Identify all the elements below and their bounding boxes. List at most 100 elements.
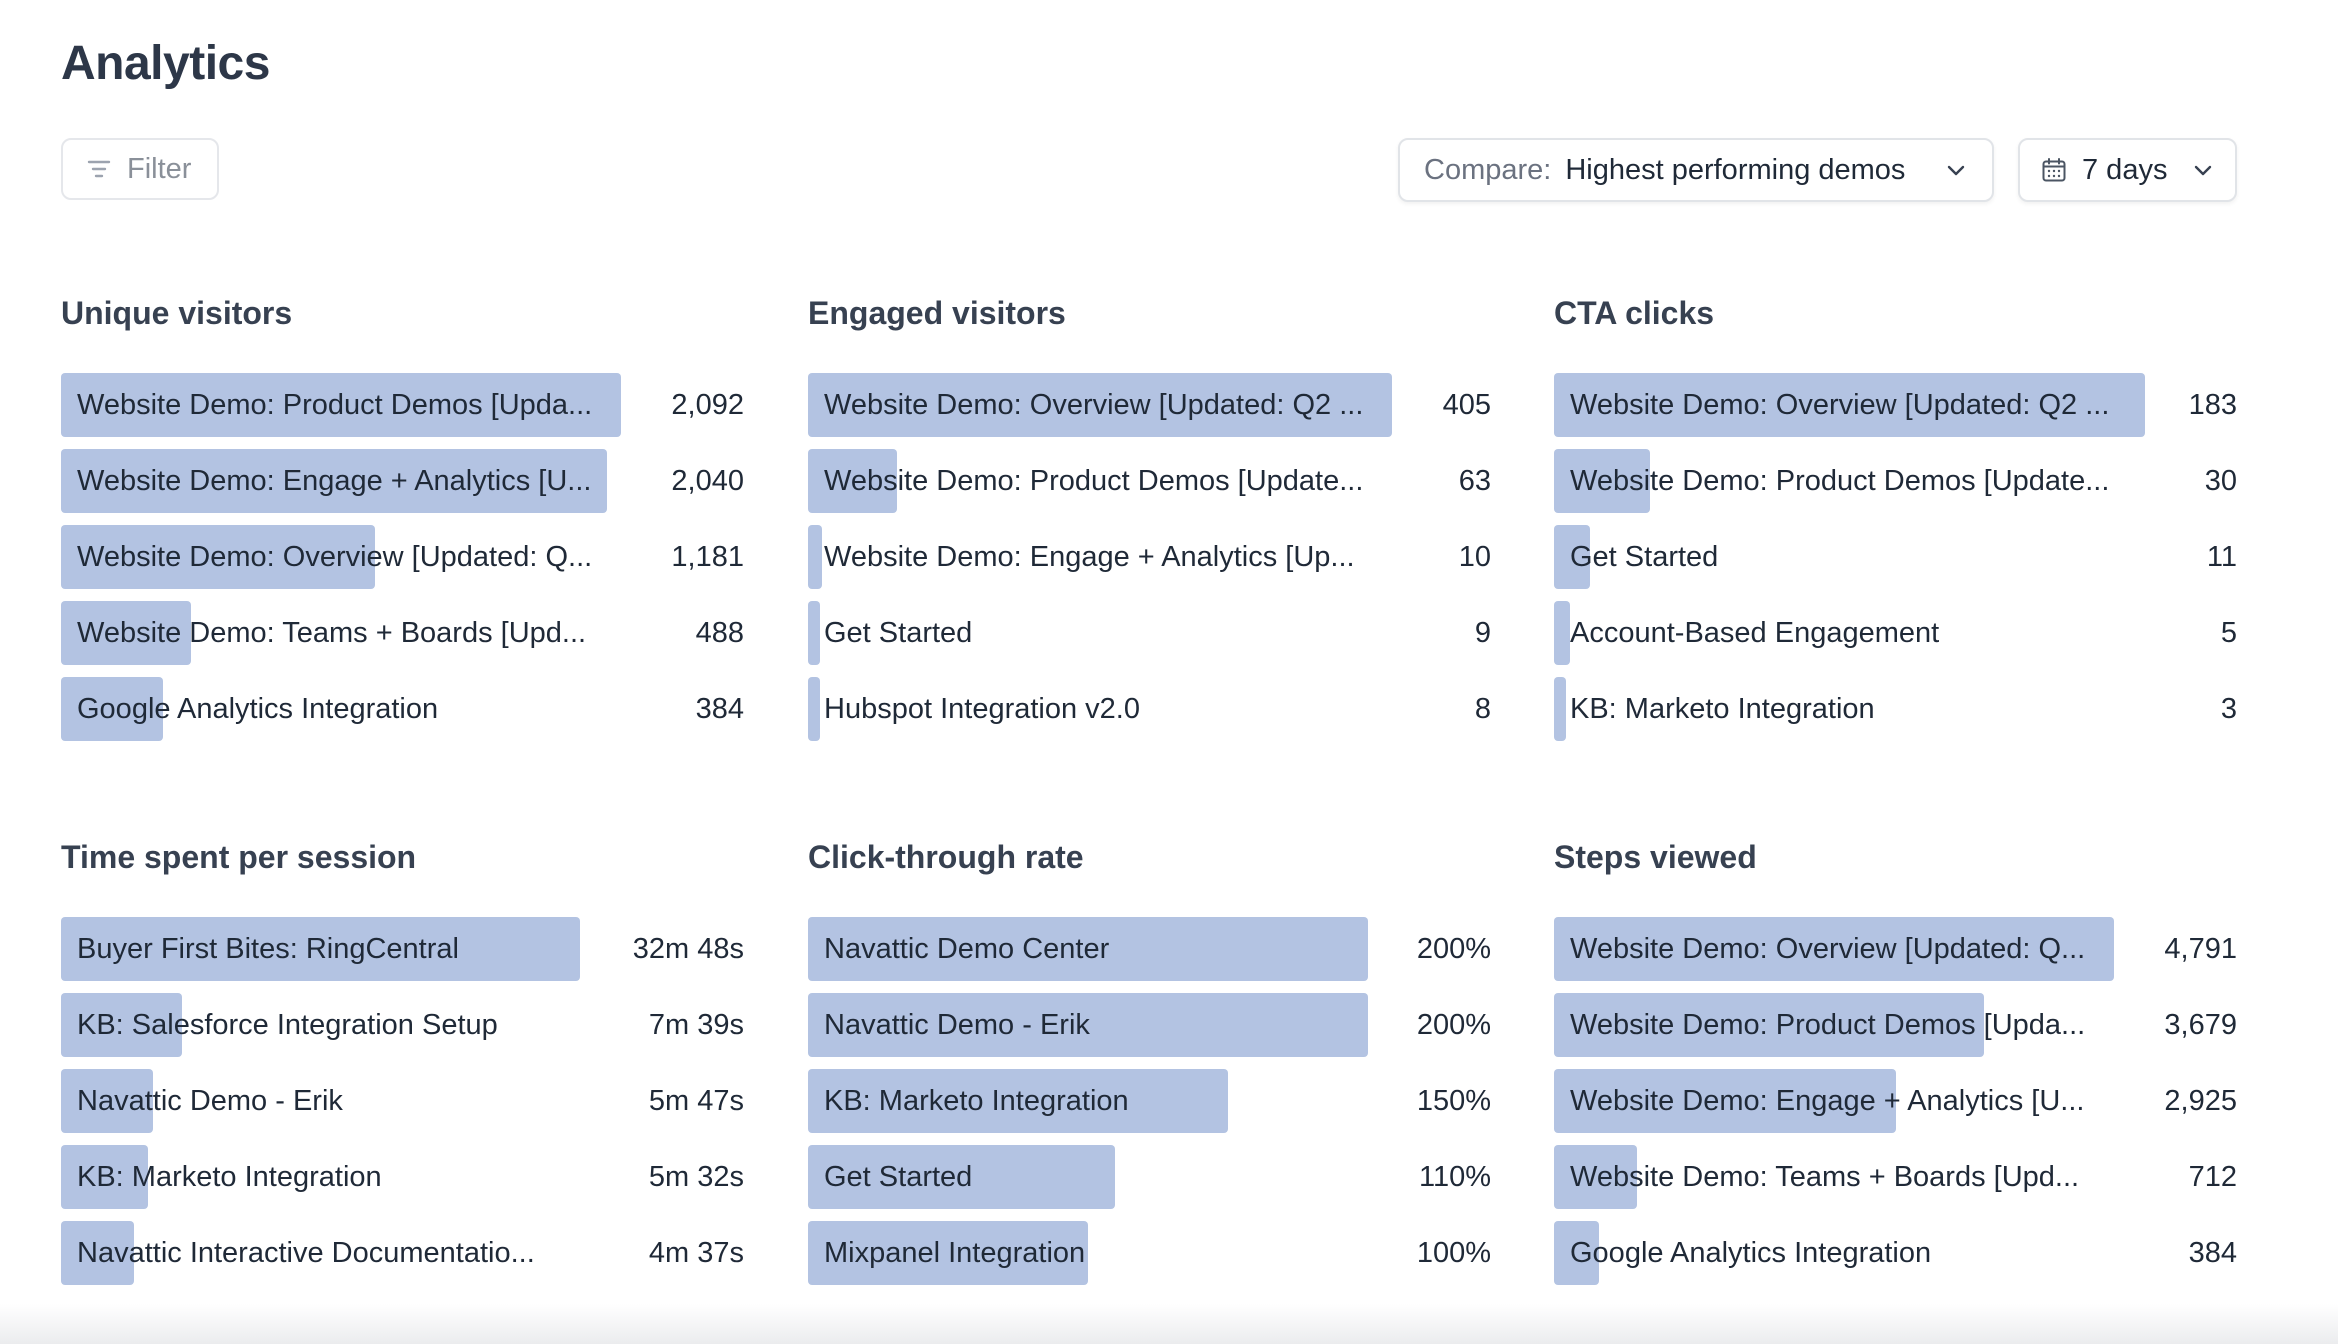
page-title: Analytics bbox=[61, 37, 270, 90]
bar-row[interactable]: Mixpanel Integration 100% bbox=[808, 1221, 1491, 1285]
bar-value: 110% bbox=[1418, 1161, 1491, 1193]
bar-label: Website Demo: Product Demos [Update... bbox=[824, 465, 1364, 497]
bar-row[interactable]: Account-Based Engagement 5 bbox=[1554, 601, 2237, 665]
bar-value: 3 bbox=[2220, 693, 2237, 725]
panel-title: Time spent per session bbox=[61, 839, 417, 875]
bar-label: Hubspot Integration v2.0 bbox=[824, 693, 1140, 725]
bar-row[interactable]: KB: Marketo Integration 3 bbox=[1554, 677, 2237, 741]
bar-row[interactable]: Website Demo: Product Demos [Update... 63 bbox=[808, 449, 1491, 513]
bar-row[interactable]: Website Demo: Overview [Updated: Q2 ... 4… bbox=[808, 373, 1491, 437]
bar-list: Website Demo: Overview [Updated: Q... 4,7… bbox=[1554, 917, 2237, 1297]
bar bbox=[61, 525, 375, 589]
compare-value: Highest performing demos bbox=[1565, 153, 1906, 186]
bar-value: 63 bbox=[1458, 465, 1491, 497]
bar-label: KB: Marketo Integration bbox=[1570, 693, 1875, 725]
bar-row[interactable]: Website Demo: Overview [Updated: Q... 1,1… bbox=[61, 525, 744, 589]
bar-value: 200% bbox=[1416, 933, 1491, 965]
bar bbox=[61, 917, 580, 981]
panel-title: CTA clicks bbox=[1554, 295, 1715, 331]
bar-value: 2,092 bbox=[671, 389, 744, 421]
bar bbox=[1554, 373, 2145, 437]
bar bbox=[1554, 601, 1570, 665]
bar bbox=[808, 1221, 1088, 1285]
bar-list: Website Demo: Overview [Updated: Q2 ... 1… bbox=[1554, 373, 2237, 753]
compare-prefix: Compare: bbox=[1424, 153, 1552, 186]
panel-title: Unique visitors bbox=[61, 295, 293, 331]
bar bbox=[808, 449, 897, 513]
bar-value: 5m 47s bbox=[648, 1085, 744, 1117]
bar-row[interactable]: Get Started 11 bbox=[1554, 525, 2237, 589]
bar-value: 100% bbox=[1416, 1237, 1491, 1269]
scroll-fade bbox=[0, 1304, 2338, 1344]
bar bbox=[61, 1069, 153, 1133]
bar-label: Account-Based Engagement bbox=[1570, 617, 1940, 649]
bar-label: Website Demo: Product Demos [Upda... bbox=[77, 389, 593, 421]
bar-label: Get Started bbox=[1570, 541, 1719, 573]
bar-row[interactable]: Website Demo: Teams + Boards [Upd... 488 bbox=[61, 601, 744, 665]
bar-row[interactable]: Website Demo: Engage + Analytics [U... 2,… bbox=[61, 449, 744, 513]
bar-row[interactable]: Hubspot Integration v2.0 8 bbox=[808, 677, 1491, 741]
date-range-value: 7 days bbox=[2082, 153, 2168, 186]
bar-label: Website Demo: Teams + Boards [Upd... bbox=[77, 617, 587, 649]
bar-row[interactable]: KB: Marketo Integration 5m 32s bbox=[61, 1145, 744, 1209]
bar-row[interactable]: Website Demo: Overview [Updated: Q... 4,7… bbox=[1554, 917, 2237, 981]
date-range-dropdown[interactable]: 7 days bbox=[2018, 138, 2237, 202]
bar bbox=[1554, 917, 2114, 981]
bar-row[interactable]: Google Analytics Integration 384 bbox=[61, 677, 744, 741]
bar bbox=[1554, 1221, 1599, 1285]
bar-value: 8 bbox=[1474, 693, 1491, 725]
bar-row[interactable]: Get Started 9 bbox=[808, 601, 1491, 665]
bar-row[interactable]: Navattic Demo - Erik 5m 47s bbox=[61, 1069, 744, 1133]
bar-row[interactable]: Website Demo: Engage + Analytics [U... 2,… bbox=[1554, 1069, 2237, 1133]
bar-row[interactable]: Navattic Demo Center 200% bbox=[808, 917, 1491, 981]
bar bbox=[61, 449, 607, 513]
bar-row[interactable]: Buyer First Bites: RingCentral 32m 48s bbox=[61, 917, 744, 981]
bar-row[interactable]: Website Demo: Product Demos [Update... 30 bbox=[1554, 449, 2237, 513]
bar-label: Get Started bbox=[824, 1161, 973, 1193]
bar bbox=[61, 1145, 148, 1209]
bar-row[interactable]: Website Demo: Product Demos [Upda... 2,09… bbox=[61, 373, 744, 437]
panel-unique-visitors: Unique visitors Website Demo: Product De… bbox=[61, 293, 744, 741]
bar bbox=[808, 601, 820, 665]
bar-label: Google Analytics Integration bbox=[77, 693, 439, 725]
bar-row[interactable]: Navattic Demo - Erik 200% bbox=[808, 993, 1491, 1057]
bar-row[interactable]: Website Demo: Product Demos [Upda... 3,67… bbox=[1554, 993, 2237, 1057]
bar bbox=[808, 1069, 1228, 1133]
bar-value: 7m 39s bbox=[648, 1009, 744, 1041]
bar-row[interactable]: KB: Salesforce Integration Setup 7m 39s bbox=[61, 993, 744, 1057]
bar bbox=[1554, 677, 1566, 741]
bar-label: KB: Salesforce Integration Setup bbox=[77, 1009, 498, 1041]
bar bbox=[1554, 1069, 1896, 1133]
calendar-icon bbox=[2040, 156, 2068, 184]
bar-row[interactable]: Get Started 110% bbox=[808, 1145, 1491, 1209]
bar-list: Website Demo: Overview [Updated: Q2 ... 4… bbox=[808, 373, 1491, 753]
bar-list: Buyer First Bites: RingCentral 32m 48s KB:… bbox=[61, 917, 744, 1297]
bar-row[interactable]: Google Analytics Integration 384 bbox=[1554, 1221, 2237, 1285]
bar-value: 4,791 bbox=[2164, 933, 2237, 965]
bar-value: 150% bbox=[1416, 1085, 1491, 1117]
bar-value: 5 bbox=[2220, 617, 2237, 649]
panel-title: Engaged visitors bbox=[808, 295, 1066, 331]
bar-value: 200% bbox=[1416, 1009, 1491, 1041]
bar-value: 30 bbox=[2204, 465, 2237, 497]
bar-value: 9 bbox=[1474, 617, 1491, 649]
filter-button[interactable]: Filter bbox=[61, 138, 219, 200]
bar bbox=[808, 993, 1368, 1057]
bar-row[interactable]: Website Demo: Teams + Boards [Upd... 712 bbox=[1554, 1145, 2237, 1209]
bar-row[interactable]: Navattic Interactive Documentatio... 4m 3… bbox=[61, 1221, 744, 1285]
bar-value: 405 bbox=[1442, 389, 1491, 421]
panel-time-spent-per-session: Time spent per session Buyer First Bites… bbox=[61, 837, 744, 1285]
bar-label: Website Demo: Overview [Updated: Q... bbox=[77, 541, 593, 573]
bar-value: 1,181 bbox=[671, 541, 744, 573]
bar-label: Website Demo: Overview [Updated: Q... bbox=[1570, 933, 2086, 965]
compare-dropdown[interactable]: Compare: Highest performing demos bbox=[1398, 138, 1994, 202]
bar-row[interactable]: KB: Marketo Integration 150% bbox=[808, 1069, 1491, 1133]
panel-click-through-rate: Click-through rate Navattic Demo Center 2… bbox=[808, 837, 1491, 1285]
bar bbox=[61, 373, 621, 437]
bar-label: Navattic Interactive Documentatio... bbox=[77, 1237, 535, 1269]
bar-row[interactable]: Website Demo: Overview [Updated: Q2 ... 1… bbox=[1554, 373, 2237, 437]
bar-value: 712 bbox=[2188, 1161, 2237, 1193]
bar-row[interactable]: Website Demo: Engage + Analytics [Up... 1… bbox=[808, 525, 1491, 589]
bar-label: Website Demo: Teams + Boards [Upd... bbox=[1570, 1161, 2080, 1193]
